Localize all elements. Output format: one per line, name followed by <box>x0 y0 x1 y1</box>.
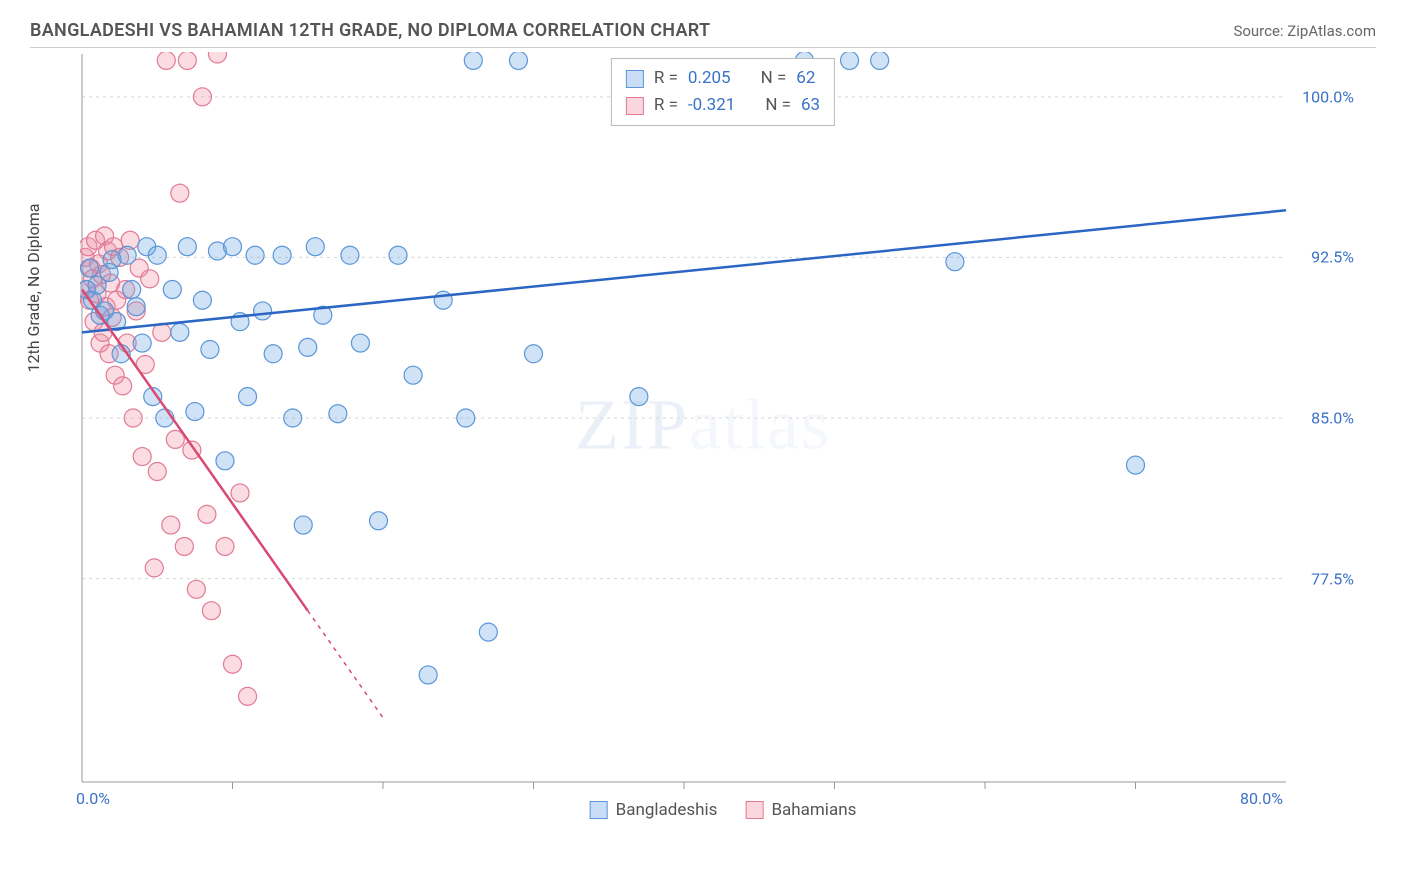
y-tick-label: 85.0% <box>1311 409 1354 428</box>
legend-item-pink: Bahamians <box>745 800 856 820</box>
swatch-pink-icon <box>745 801 763 819</box>
plot-area: R = 0.205 N = 62 R = -0.321 N = 63 <box>80 52 1366 820</box>
source-attribution: Source: ZipAtlas.com <box>1233 22 1376 40</box>
stats-row-pink: R = -0.321 N = 63 <box>626 92 820 119</box>
chart-container: BANGLADESHI VS BAHAMIAN 12TH GRADE, NO D… <box>0 0 1406 892</box>
swatch-pink-icon <box>626 97 644 115</box>
y-tick-label: 100.0% <box>1302 87 1354 106</box>
y-axis-label: 12th Grade, No Diploma <box>24 204 43 373</box>
y-tick-label: 92.5% <box>1311 248 1354 267</box>
y-tick-label: 77.5% <box>1311 569 1354 588</box>
swatch-blue-icon <box>590 801 608 819</box>
chart-area: 12th Grade, No Diploma ZIPatlas R = 0.20… <box>30 52 1376 862</box>
x-tick-label: 0.0% <box>76 789 110 808</box>
legend-item-blue: Bangladeshis <box>590 800 718 820</box>
swatch-blue-icon <box>626 70 644 88</box>
chart-title: BANGLADESHI VS BAHAMIAN 12TH GRADE, NO D… <box>30 20 710 41</box>
series-legend: Bangladeshis Bahamians <box>590 800 857 820</box>
x-tick-label: 80.0% <box>1240 789 1283 808</box>
scatter-plot <box>80 52 1366 820</box>
stats-legend: R = 0.205 N = 62 R = -0.321 N = 63 <box>611 58 835 126</box>
header: BANGLADESHI VS BAHAMIAN 12TH GRADE, NO D… <box>30 20 1376 48</box>
stats-row-blue: R = 0.205 N = 62 <box>626 65 820 92</box>
